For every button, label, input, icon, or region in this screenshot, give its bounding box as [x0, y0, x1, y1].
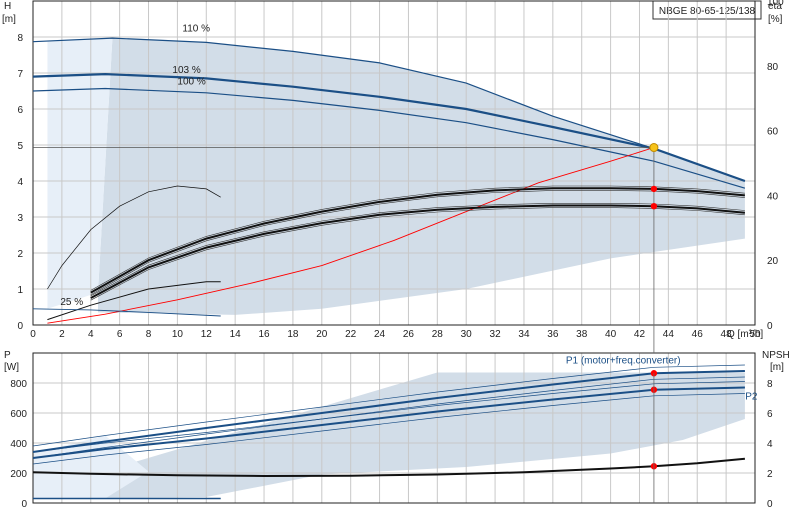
operating-point-marker [650, 203, 658, 210]
x-tick-label: 10 [172, 329, 184, 340]
duty-point-marker [649, 143, 659, 153]
npsh-axis-label: NPSH [762, 350, 790, 361]
y-tick-label: 1 [17, 285, 23, 296]
top-plot-frame [32, 0, 756, 326]
x-tick-label: 36 [547, 329, 559, 340]
curve-103-percent [32, 72, 746, 183]
p-tick-label: 800 [10, 379, 27, 390]
x-tick-label: 14 [230, 329, 242, 340]
p-tick-label: 600 [10, 409, 27, 420]
x-tick-label: 8 [146, 329, 152, 340]
npsh-tick-label: 2 [767, 469, 773, 480]
p-axis-unit: [W] [4, 362, 19, 373]
eta-tick-label: 40 [767, 191, 779, 202]
speed-label: 100 % [177, 77, 205, 88]
speed-label: 103 % [172, 65, 200, 76]
x-tick-label: 6 [117, 329, 123, 340]
power-companion-line [32, 364, 745, 447]
x-tick-label: 0 [30, 329, 36, 340]
eta-tick-label: 80 [767, 62, 779, 73]
x-tick-label: 24 [374, 329, 386, 340]
x-tick-label: 28 [432, 329, 444, 340]
p-tick-label: 200 [10, 469, 27, 480]
head-flow-plot: 0 2 4 6 8 10 12 14 16 18 20 22 24 26 28 30 32 34 36 38 40 42 4… [17, 0, 784, 340]
bottom-plot-frame [32, 352, 756, 504]
y-tick-label: 2 [17, 249, 23, 260]
x-tick-label: 38 [576, 329, 588, 340]
npsh-tick-label: 8 [767, 379, 773, 390]
y-tick-label: 0 [17, 321, 23, 332]
speed-label: 25 % [60, 297, 83, 308]
curve-25-percent [32, 308, 221, 317]
power-companion-line [32, 381, 745, 453]
npsh-tick-label: 6 [767, 409, 773, 420]
eta-tick-label: 20 [767, 256, 779, 267]
x-tick-label: 46 [692, 329, 704, 340]
p-tick-label: 400 [10, 439, 27, 450]
eta-tick-label: 0 [767, 321, 773, 332]
y-tick-label: 5 [17, 141, 23, 152]
x-tick-label: 22 [345, 329, 357, 340]
x-tick-label: 34 [518, 329, 530, 340]
y-tick-label: 4 [17, 177, 23, 188]
eta-axis-label: eta [768, 1, 782, 12]
speed-label: 110 % [182, 24, 210, 35]
low-flow-area [47, 38, 113, 309]
power-companion-line [32, 376, 745, 459]
chart-title: NBGE 80-65-125/138 [659, 6, 756, 17]
y-tick-label: 6 [17, 105, 23, 116]
npsh-tick-label: 0 [767, 499, 773, 510]
h-axis-unit: [m] [2, 14, 16, 25]
p2-curve [32, 386, 745, 459]
y-tick-label: 7 [17, 69, 23, 80]
x-tick-label: 42 [634, 329, 646, 340]
x-tick-label: 20 [316, 329, 328, 340]
x-axis-label: Q [m³/h] [727, 329, 763, 340]
curve-100-percent [32, 87, 746, 189]
x-tick-label: 40 [605, 329, 617, 340]
eta-axis-unit: [%] [768, 14, 783, 25]
curve-110-percent [32, 37, 746, 182]
npsh-axis-unit: [m] [770, 362, 784, 373]
x-tick-label: 16 [258, 329, 270, 340]
x-tick-label: 2 [59, 329, 65, 340]
p-tick-label: 0 [21, 499, 27, 510]
eta-tick-label: 100 [767, 0, 784, 8]
x-tick-label: 26 [403, 329, 415, 340]
x-tick-label: 4 [88, 329, 94, 340]
y-tick-label: 8 [17, 33, 23, 44]
eta-tick-label: 60 [767, 127, 779, 138]
x-tick-label: 32 [490, 329, 502, 340]
x-tick-label: 44 [663, 329, 675, 340]
x-tick-label: 18 [287, 329, 299, 340]
p1-legend-label: P1 (motor+freq.converter) [566, 356, 681, 367]
npsh-tick-label: 4 [767, 439, 773, 450]
p-axis-label: P [4, 350, 11, 361]
h-axis-label: H [4, 1, 11, 12]
p2-legend-label: P2 [745, 392, 758, 403]
operating-point-marker [650, 185, 658, 193]
x-tick-label: 50 [749, 329, 761, 340]
x-tick-label: 12 [201, 329, 213, 340]
npsh-curve [32, 457, 745, 478]
p1-curve [32, 370, 745, 453]
x-tick-label: 48 [721, 329, 733, 340]
operating-range-area [97, 38, 745, 315]
y-tick-label: 3 [17, 213, 23, 224]
system-curve [47, 147, 655, 324]
x-tick-label: 30 [461, 329, 473, 340]
low-speed-curve [47, 185, 221, 290]
power-companion-line [32, 393, 745, 465]
